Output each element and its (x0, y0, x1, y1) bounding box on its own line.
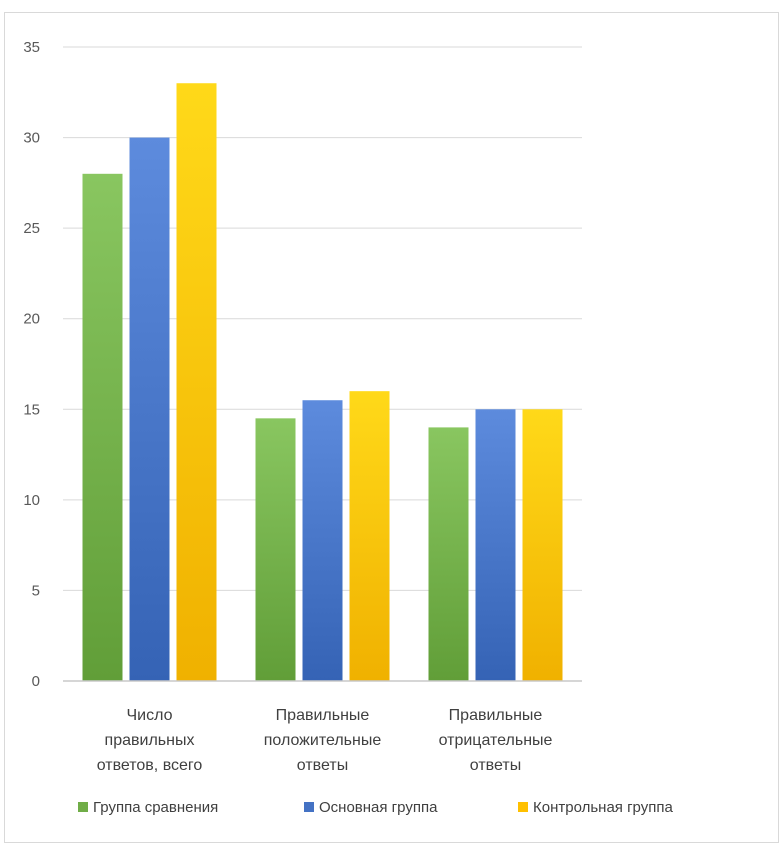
y-tick-label: 25 (23, 220, 40, 237)
legend-swatch (304, 802, 314, 812)
y-axis-tick-labels: 0 5 10 15 20 25 30 35 (23, 39, 40, 690)
y-tick-label: 30 (23, 130, 40, 147)
bar (522, 409, 563, 681)
y-tick-label: 10 (23, 492, 40, 509)
bars (82, 83, 563, 682)
bar (302, 400, 343, 681)
legend-label: Группа сравнения (93, 799, 218, 816)
category-label: Правильные отрицательные ответы (439, 707, 553, 774)
bar (176, 83, 217, 681)
y-tick-label: 15 (23, 401, 40, 418)
bar (82, 173, 123, 682)
y-tick-label: 5 (32, 582, 40, 599)
legend-swatch (78, 802, 88, 812)
bar (349, 391, 390, 681)
bar (475, 409, 516, 681)
y-tick-label: 20 (23, 311, 40, 328)
y-tick-label: 35 (23, 39, 40, 56)
bar (255, 418, 296, 681)
y-tick-label: 0 (32, 673, 40, 690)
category-label: Правильные положительные ответы (264, 707, 382, 774)
bar (428, 427, 469, 681)
legend-swatch (518, 802, 528, 812)
legend: Группа сравнения Основная группа Контрольн… (78, 799, 673, 816)
category-label: Число правильных ответов, всего (97, 707, 203, 774)
legend-label: Основная группа (319, 799, 438, 816)
legend-label: Контрольная группа (533, 799, 673, 816)
category-labels: Число правильных ответов, всего Правильные п… (97, 707, 553, 774)
bar (129, 137, 170, 682)
